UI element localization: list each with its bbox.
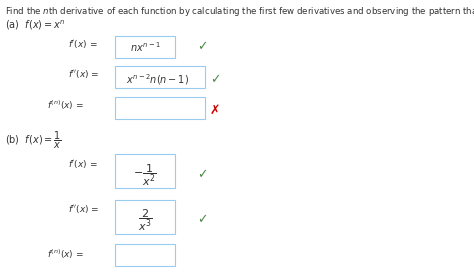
Text: (b)  $f(x) = \dfrac{1}{x}$: (b) $f(x) = \dfrac{1}{x}$ <box>5 130 62 151</box>
Text: $x^{n-2}n(n-1)$: $x^{n-2}n(n-1)$ <box>127 73 190 88</box>
Text: ✓: ✓ <box>197 168 208 181</box>
Text: ✓: ✓ <box>210 73 220 86</box>
Text: Find the $n$th derivative of each function by calculating the first few derivati: Find the $n$th derivative of each functi… <box>5 5 474 18</box>
Text: $f^{(n)}(x)$ =: $f^{(n)}(x)$ = <box>47 248 84 261</box>
Text: $-\dfrac{1}{x^2}$: $-\dfrac{1}{x^2}$ <box>133 162 157 188</box>
Text: $\dfrac{2}{x^3}$: $\dfrac{2}{x^3}$ <box>137 207 152 233</box>
Text: ✓: ✓ <box>197 214 208 227</box>
Text: ✓: ✓ <box>197 40 208 53</box>
Bar <box>115 154 175 188</box>
Text: (a)  $f(x) = x^n$: (a) $f(x) = x^n$ <box>5 19 65 32</box>
Bar <box>115 97 205 119</box>
Bar <box>115 200 175 234</box>
Text: $f^{(n)}(x)$ =: $f^{(n)}(x)$ = <box>47 99 84 112</box>
Text: $f''(x)$ =: $f''(x)$ = <box>68 68 100 80</box>
Text: $f''(x)$ =: $f''(x)$ = <box>68 203 100 215</box>
Text: $f'(x)$ =: $f'(x)$ = <box>68 38 98 50</box>
Bar <box>115 244 175 266</box>
Text: ✗: ✗ <box>210 104 220 117</box>
Text: $f'(x)$ =: $f'(x)$ = <box>68 158 98 170</box>
Text: $nx^{n-1}$: $nx^{n-1}$ <box>129 40 160 54</box>
Bar <box>115 36 175 58</box>
Bar <box>115 66 205 88</box>
